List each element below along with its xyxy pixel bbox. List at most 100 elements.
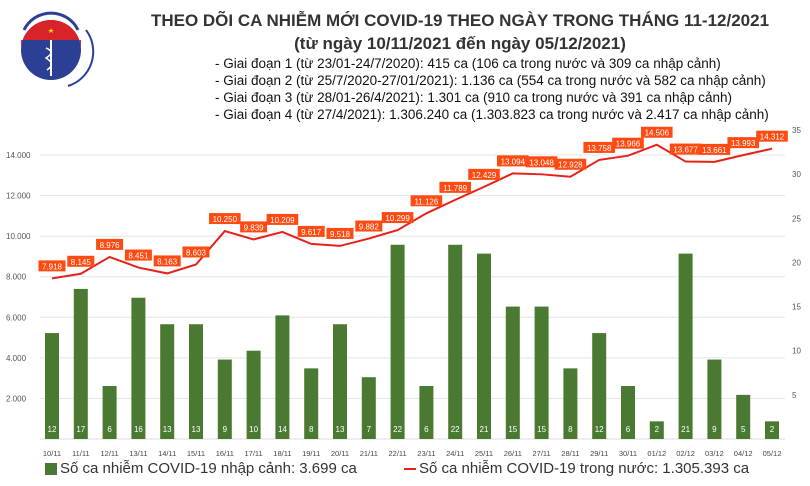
- line-label-box: [468, 168, 500, 180]
- bar: [505, 306, 520, 439]
- bar-value-label: 21: [681, 425, 690, 434]
- line-value-label: 8.451: [128, 252, 149, 261]
- line-value-label: 10.209: [270, 216, 295, 225]
- line-label-box: [266, 213, 299, 225]
- bar: [160, 324, 175, 439]
- left-tick-label: 14.000: [6, 151, 31, 160]
- line-value-label: 14.312: [760, 133, 785, 142]
- line-value-label: 13.966: [616, 140, 641, 149]
- legend-line-swatch: [404, 467, 416, 470]
- x-tick-label: 02/12: [676, 449, 695, 458]
- line-value-label: 11.789: [443, 184, 467, 193]
- x-tick-label: 21/11: [360, 449, 378, 458]
- line-label-box: [525, 156, 558, 168]
- chart-title: THEO DÕI CA NHIỄM MỚI COVID-19 THEO NGÀY…: [150, 11, 770, 30]
- note-phase-1: - Giai đoạn 1 (từ 23/01-24/7/2020): 415 …: [215, 56, 721, 71]
- x-tick-label: 22/11: [388, 449, 406, 458]
- line-label-box: [583, 141, 615, 153]
- line-value-label: 13.758: [587, 144, 612, 153]
- line-value-label: 8.976: [100, 241, 121, 250]
- left-tick-label: 2.000: [6, 394, 27, 403]
- bar: [333, 324, 347, 439]
- line-value-label: 9.882: [359, 223, 380, 232]
- line-label-box: [209, 213, 241, 225]
- bar-value-label: 5: [741, 425, 746, 434]
- line-value-label: 8.603: [186, 248, 207, 257]
- bar: [678, 253, 693, 439]
- line-value-label: 10.250: [213, 215, 238, 224]
- line-label-box: [439, 181, 471, 193]
- line-label-box: [756, 130, 788, 142]
- bar: [592, 333, 607, 439]
- line-value-label: 13.048: [529, 158, 554, 167]
- left-tick-label: 4.000: [6, 354, 27, 363]
- bar-value-label: 16: [134, 425, 143, 434]
- bar-value-label: 9: [712, 425, 717, 434]
- line-label-box: [381, 212, 414, 224]
- bar-value-label: 15: [537, 425, 546, 434]
- bar-value-label: 12: [48, 425, 57, 434]
- left-tick-label: 10.000: [6, 232, 31, 241]
- x-tick-label: 04/12: [734, 449, 753, 458]
- bar-value-label: 9: [223, 425, 228, 434]
- right-tick-label: 30: [792, 170, 801, 179]
- bar: [102, 386, 117, 439]
- x-tick-label: 03/12: [705, 449, 724, 458]
- bar-value-label: 13: [192, 425, 201, 434]
- x-tick-label: 15/11: [187, 449, 205, 458]
- bar: [563, 368, 578, 439]
- bar: [534, 306, 549, 439]
- bar: [707, 359, 722, 439]
- line-label-box: [124, 249, 152, 261]
- bar-value-label: 13: [163, 425, 172, 434]
- right-tick-label: 20: [792, 258, 801, 267]
- bar: [246, 350, 261, 439]
- right-tick-label: 10: [792, 347, 801, 356]
- line-label-box: [641, 126, 673, 138]
- x-tick-label: 10/11: [43, 449, 61, 458]
- x-tick-label: 11/11: [72, 449, 90, 458]
- bar-value-label: 8: [568, 425, 573, 434]
- bar-value-label: 22: [393, 425, 402, 434]
- line-label-box: [67, 255, 95, 267]
- line-value-label: 13.094: [501, 157, 526, 166]
- bar-value-label: 22: [451, 425, 460, 434]
- bar-value-label: 12: [595, 425, 604, 434]
- legend-bar: Số ca nhiễm COVID-19 nhập cảnh: 3.699 ca: [45, 460, 357, 477]
- bar: [304, 368, 319, 439]
- bar-value-label: 15: [508, 425, 517, 434]
- line-label-box: [612, 137, 644, 149]
- line-label-box: [326, 227, 354, 239]
- x-tick-label: 01/12: [647, 449, 666, 458]
- bar-value-label: 17: [76, 425, 85, 434]
- line-label-box: [38, 260, 66, 272]
- x-tick-label: 20/11: [331, 449, 349, 458]
- bar-value-label: 10: [249, 425, 258, 434]
- line-value-label: 10.299: [385, 214, 410, 223]
- bar-value-label: 6: [424, 425, 429, 434]
- note-phase-4: - Giai đoạn 4 (từ 27/4/2021): 1.306.240 …: [215, 107, 769, 122]
- bar-value-label: 14: [278, 425, 287, 434]
- x-tick-label: 19/11: [302, 449, 320, 458]
- line-value-label: 7.918: [42, 262, 63, 271]
- line-value-label: 13.993: [731, 139, 756, 148]
- bar: [736, 394, 751, 439]
- x-tick-label: 28/11: [561, 449, 579, 458]
- x-tick-label: 12/11: [100, 449, 118, 458]
- x-tick-label: 18/11: [273, 449, 291, 458]
- line-label-box: [240, 221, 268, 233]
- x-tick-label: 17/11: [244, 449, 262, 458]
- left-tick-label: 12.000: [6, 192, 31, 201]
- bar: [45, 333, 59, 439]
- line-value-label: 14.506: [645, 129, 670, 138]
- bar: [131, 297, 146, 439]
- line-value-label: 9.617: [301, 228, 322, 237]
- line-label-box: [554, 158, 587, 170]
- left-tick-label: 6.000: [6, 313, 27, 322]
- line-label-box: [182, 246, 210, 258]
- line-value-label: 11.126: [414, 197, 438, 206]
- bar: [621, 386, 635, 439]
- line-value-label: 12.928: [558, 161, 583, 170]
- line-label-box: [497, 155, 529, 167]
- line-label-box: [96, 238, 124, 250]
